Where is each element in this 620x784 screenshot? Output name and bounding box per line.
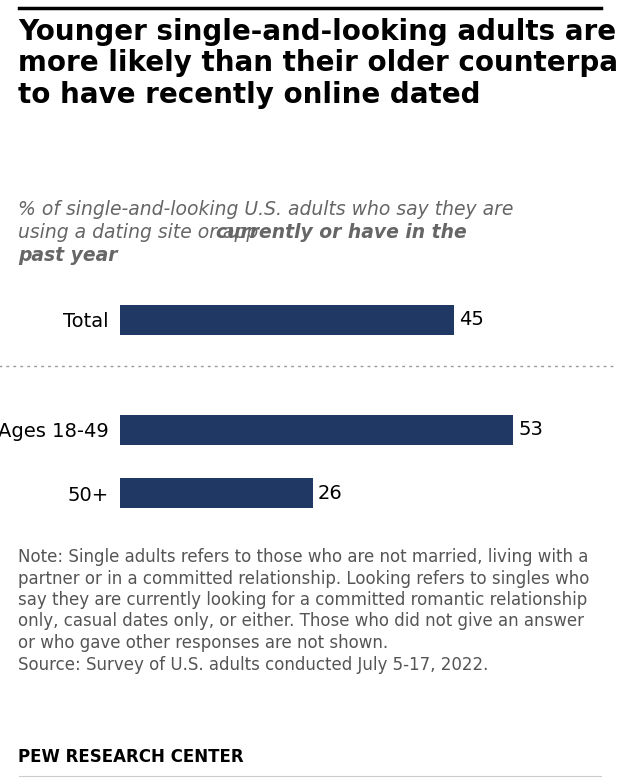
Text: Younger single-and-looking adults are
more likely than their older counterparts
: Younger single-and-looking adults are mo… xyxy=(18,18,620,109)
Text: 45: 45 xyxy=(459,310,484,329)
Text: % of single-and-looking U.S. adults who say they are
using a dating site or app: % of single-and-looking U.S. adults who … xyxy=(18,200,513,242)
Bar xyxy=(120,478,313,508)
Text: Note: Single adults refers to those who are not married, living with a
partner o: Note: Single adults refers to those who … xyxy=(18,548,590,673)
Bar xyxy=(120,305,454,335)
Text: past year: past year xyxy=(18,246,118,265)
Text: PEW RESEARCH CENTER: PEW RESEARCH CENTER xyxy=(18,748,244,766)
Text: 26: 26 xyxy=(318,484,343,503)
Bar xyxy=(120,415,513,445)
Text: 53: 53 xyxy=(518,420,543,439)
Text: currently or have in the: currently or have in the xyxy=(216,223,467,242)
